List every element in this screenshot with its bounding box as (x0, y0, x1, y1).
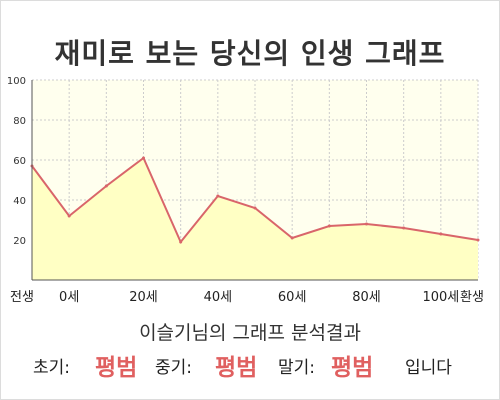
middle-value: 평범 (215, 355, 258, 381)
y-tick-label: 80 (13, 116, 26, 127)
result-row: 초기: 평범 중기: 평범 말기: 평범 입니다 (0, 344, 500, 381)
late-value: 평범 (331, 355, 374, 381)
y-tick-label: 40 (13, 196, 26, 207)
x-tick-label: 0세 (59, 290, 79, 305)
x-tick-label: 60세 (278, 290, 307, 305)
early-label: 초기: (33, 358, 71, 378)
result-suffix: 입니다 (405, 358, 452, 378)
y-tick-label: 20 (13, 236, 26, 247)
x-tick-label: 환생 (460, 290, 484, 305)
x-tick-label: 전생 (10, 290, 34, 305)
analysis-summary: 이슬기님의 그래프 분석결과 (139, 322, 361, 344)
data-point (327, 224, 331, 228)
data-point (142, 156, 145, 160)
data-point (439, 232, 443, 236)
data-point (402, 226, 406, 230)
data-point (179, 240, 183, 244)
data-point (365, 222, 368, 226)
middle-label: 중기: (155, 358, 193, 378)
data-point (104, 184, 108, 188)
data-point (67, 214, 71, 218)
early-value: 평범 (95, 355, 138, 381)
data-point (290, 236, 294, 240)
x-tick-label: 20세 (129, 290, 158, 305)
page-title: 재미로 보는 당신의 인생 그래프 (54, 37, 446, 70)
data-point (253, 206, 257, 210)
data-point (476, 238, 480, 242)
life-graph-chart: 20 40 60 80 100 전생 0세 20세 40세 60세 80세 100세 환생 (7, 76, 484, 305)
y-tick-label: 60 (13, 156, 26, 167)
x-tick-label: 40세 (204, 290, 233, 305)
data-point (216, 194, 220, 198)
series-area (32, 158, 478, 280)
x-tick-label: 100세 (422, 290, 459, 305)
y-tick-label: 100 (7, 76, 26, 87)
x-tick-label: 80세 (352, 290, 381, 305)
late-label: 말기: (278, 358, 316, 378)
